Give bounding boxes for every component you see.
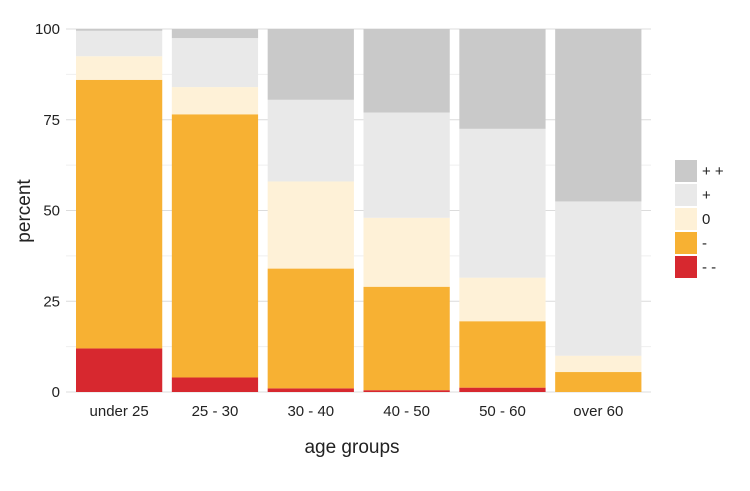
- x-tick-label: 25 - 30: [192, 403, 239, 420]
- legend-swatch: [675, 208, 697, 230]
- bar-segment: [363, 390, 450, 392]
- y-tick-label: 25: [43, 293, 60, 310]
- bars: [76, 29, 642, 392]
- bar-segment: [459, 277, 546, 322]
- x-axis: under 25 25 - 30 30 - 40 40 - 50 50 - 60 over…: [90, 403, 624, 420]
- bar-segment: [76, 30, 163, 57]
- bar-segment: [459, 128, 546, 278]
- y-tick-label: 75: [43, 112, 60, 129]
- bar-segment: [459, 29, 546, 129]
- bar-segment: [76, 79, 163, 349]
- legend-swatch: [675, 232, 697, 254]
- x-tick-label: over 60: [573, 403, 623, 420]
- bar-segment: [76, 348, 163, 392]
- y-axis: 0 25 50 75 100: [35, 21, 60, 401]
- bar-segment: [555, 372, 642, 392]
- bar-segment: [171, 377, 259, 392]
- bar-segment: [363, 286, 450, 391]
- bar-segment: [555, 29, 642, 202]
- y-tick-label: 50: [43, 203, 60, 220]
- bar-segment: [267, 268, 354, 389]
- x-tick-label: 50 - 60: [479, 403, 526, 420]
- legend-label: -: [702, 235, 707, 252]
- x-axis-title: age groups: [304, 437, 399, 458]
- x-tick-label: 30 - 40: [287, 403, 334, 420]
- bar-segment: [76, 56, 163, 80]
- y-tick-label: 0: [52, 384, 60, 401]
- bar-segment: [171, 38, 259, 88]
- legend-swatch: [675, 184, 697, 206]
- x-tick-label: 40 - 50: [383, 403, 430, 420]
- bar-segment: [76, 29, 163, 31]
- bar-segment: [459, 321, 546, 388]
- x-tick-label: under 25: [90, 403, 149, 420]
- legend-swatch: [675, 160, 697, 182]
- bar-segment: [171, 87, 259, 115]
- y-axis-title: percent: [14, 179, 35, 243]
- bar-segment: [171, 29, 259, 39]
- bar-segment: [363, 217, 450, 287]
- legend-label: + +: [702, 163, 724, 180]
- grid-lines: [66, 28, 651, 393]
- bar-segment: [555, 201, 642, 356]
- legend-label: - -: [702, 259, 716, 276]
- bar-segment: [267, 388, 354, 392]
- legend: + + +0 - - -: [675, 160, 724, 278]
- bar-segment: [555, 355, 642, 373]
- legend-swatch: [675, 256, 697, 278]
- bar-segment: [267, 99, 354, 182]
- y-tick-label: 100: [35, 21, 60, 38]
- bar-segment: [267, 29, 354, 100]
- bar-segment: [459, 387, 546, 392]
- bar-segment: [363, 112, 450, 218]
- legend-label: 0: [702, 211, 710, 228]
- bar-segment: [267, 181, 354, 269]
- legend-label: +: [702, 187, 711, 204]
- bar-segment: [171, 114, 259, 378]
- bar-segment: [363, 29, 450, 113]
